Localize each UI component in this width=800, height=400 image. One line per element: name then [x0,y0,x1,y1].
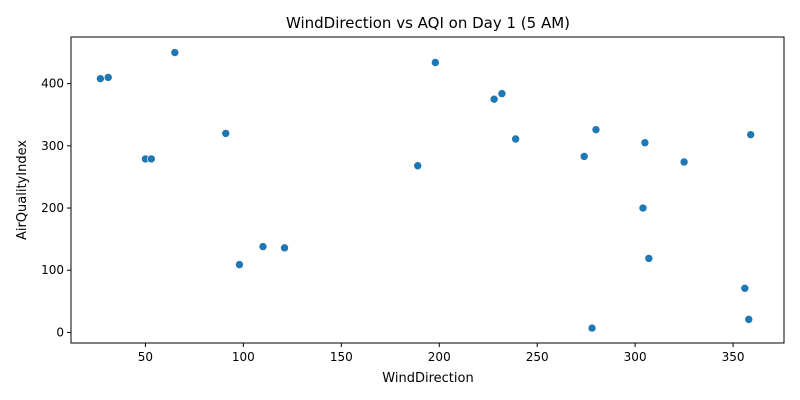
x-tick-label: 250 [526,350,549,364]
data-point [413,161,423,171]
data-point [579,152,589,161]
data-point [96,74,105,83]
data-point [587,323,597,333]
x-tick-label: 100 [232,350,255,364]
x-tick-label: 150 [330,350,353,364]
y-tick-label: 0 [56,325,64,339]
data-point [746,130,756,139]
data-point [431,58,440,67]
data-point [644,254,654,263]
x-tick-label: 50 [138,350,153,364]
data-point [511,134,520,144]
plot-frame [70,36,785,344]
y-tick-label: 300 [41,139,64,153]
data-points [96,48,756,333]
data-point [640,138,650,148]
chart-title: WindDirection vs AQI on Day 1 (5 AM) [286,14,570,32]
data-point [221,129,231,138]
y-tick-label: 100 [41,263,64,277]
data-point [638,203,648,213]
data-point [258,242,268,251]
data-point [489,94,499,104]
data-point [235,260,244,269]
y-tick-label: 400 [41,77,64,91]
axis-ticks: 50 100 150 200 250 300 350 0 100 200 300 400 [41,77,744,364]
data-point [103,73,113,82]
data-point [170,48,180,57]
data-point [679,157,689,167]
data-point [280,243,289,253]
y-tick-label: 200 [41,201,64,215]
x-tick-label: 200 [428,350,451,364]
x-tick-label: 350 [722,350,745,364]
x-axis-label: WindDirection [382,371,473,386]
data-point [744,315,754,324]
data-point [147,154,156,164]
data-point [740,283,750,293]
data-point [497,89,507,98]
x-tick-label: 300 [624,350,647,364]
data-point [591,125,601,134]
y-axis-label: AirQualityIndex [15,140,30,240]
